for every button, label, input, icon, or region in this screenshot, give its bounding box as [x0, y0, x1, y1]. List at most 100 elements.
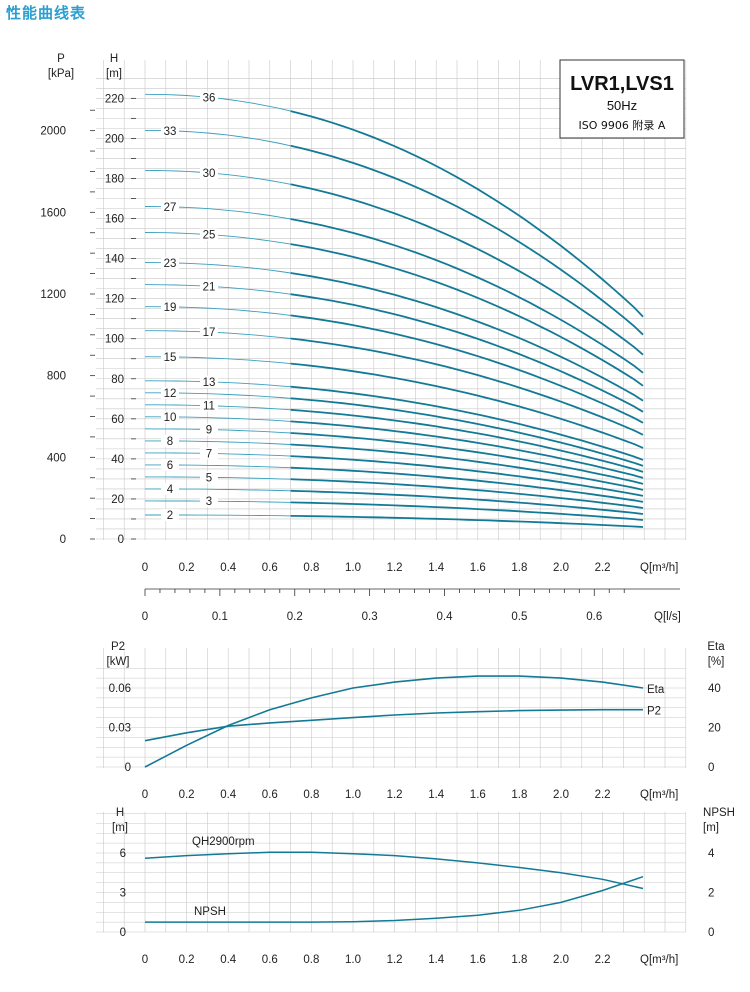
curve-qh2900rpm	[144, 851, 644, 890]
npsh-x-tick-label: 1.6	[470, 954, 486, 966]
stage-label: 6	[167, 460, 173, 472]
head-curve-21	[290, 293, 644, 413]
npsh-x-tick-label: 0	[142, 954, 148, 966]
head-x-tick-label: 2.2	[595, 562, 611, 574]
stage-label: 2	[167, 510, 173, 522]
lps-axis-label: Q[l/s]	[654, 611, 681, 623]
npsh-h-tick-label: 6	[120, 848, 126, 860]
npsh-h-axis-label: H	[116, 807, 124, 819]
power-x-tick-label: 1.2	[387, 789, 403, 801]
npsh-tick-label: 2	[708, 888, 714, 900]
stage-label-bg	[200, 447, 218, 460]
power-x-tick-label: 1.4	[428, 789, 445, 801]
stage-label: 13	[203, 377, 216, 389]
power-x-tick-label: 1.8	[511, 789, 527, 801]
power-x-tick-label: 0.2	[179, 789, 195, 801]
stage-label-bg	[200, 495, 218, 508]
npsh-x-tick-label: 1.8	[511, 954, 527, 966]
power-x-tick-label: 1.0	[345, 789, 361, 801]
info-box-frame	[559, 59, 685, 139]
pressure-tick-label: 800	[47, 371, 66, 383]
eta-axis-unit: [%]	[708, 656, 725, 668]
stage-label-bg	[161, 386, 179, 399]
head-x-tick-label: 0.2	[179, 562, 195, 574]
power-x-tick-label: 2.2	[595, 789, 611, 801]
head-y-tick-label: 60	[111, 414, 124, 426]
head-x-tick-label: 1.8	[511, 562, 527, 574]
frequency-label: 50Hz	[607, 98, 637, 113]
npsh-x-tick-label: 2.0	[553, 954, 569, 966]
stage-label-bg	[161, 350, 179, 363]
head-x-tick-label: 0.6	[262, 562, 278, 574]
stage-label-bg	[200, 91, 218, 104]
stage-label: 33	[164, 126, 177, 138]
stage-label: 30	[203, 168, 216, 180]
head-curve-5	[290, 478, 644, 509]
eta-tick-label: 20	[708, 723, 721, 735]
head-curve-11	[290, 408, 644, 473]
npsh-axis-unit: [m]	[703, 822, 719, 834]
head-y-tick-label: 20	[111, 494, 124, 506]
power-y-tick-label: 0	[125, 762, 131, 774]
head-axis-label: H	[110, 53, 118, 65]
stage-label-bg	[161, 482, 179, 495]
head-curve-25	[290, 243, 644, 387]
stage-label: 25	[203, 230, 216, 242]
npsh-tick-label: 0	[708, 927, 714, 939]
info-box: LVR1,LVS1 50Hz ISO 9906 附录 A	[559, 59, 685, 139]
npsh-h-axis-unit: [m]	[112, 822, 128, 834]
stage-label-bg	[161, 200, 179, 213]
head-y-tick-label: 180	[105, 173, 124, 185]
stage-label-bg	[200, 326, 218, 339]
power-x-tick-label: 0.4	[220, 789, 237, 801]
stage-label-bg	[200, 423, 218, 436]
stage-label-bg	[200, 399, 218, 412]
stage-label: 21	[203, 281, 216, 293]
eta-axis-label: Eta	[707, 641, 725, 653]
stage-label-bg	[161, 410, 179, 423]
head-y-tick-label: 220	[105, 93, 124, 105]
power-x-tick-label: 2.0	[553, 789, 569, 801]
eta-tick-label: 40	[708, 683, 721, 695]
eta-tick-label: 0	[708, 762, 714, 774]
head-curve-6	[290, 466, 644, 503]
stage-label: 15	[164, 352, 177, 364]
stage-label: 7	[206, 448, 212, 460]
curve-label-npsh: NPSH	[194, 906, 226, 918]
stage-label-bg	[161, 256, 179, 269]
stage-label: 4	[167, 484, 174, 496]
head-x-tick-label: 0.4	[220, 562, 237, 574]
power-y-tick-label: 0.03	[109, 723, 131, 735]
stage-label-bg	[161, 124, 179, 137]
stage-label: 9	[206, 425, 212, 437]
head-curve-4	[290, 489, 644, 515]
power-axis-unit: [kW]	[107, 656, 130, 668]
head-curve-15	[290, 362, 644, 449]
npsh-h-tick-label: 3	[120, 888, 126, 900]
head-curve-9	[290, 432, 644, 485]
stage-label: 17	[203, 327, 216, 339]
stage-label: 3	[206, 496, 212, 508]
stage-label: 36	[203, 92, 216, 104]
lps-tick-label: 0.2	[287, 611, 303, 623]
power-x-axis-label: Q[m³/h]	[640, 789, 678, 801]
npsh-chart: 0 3 6 0 2 4 H [m] NPSH [m] 0 0.2 0.4 0.6 0.8 1.0 1.2 1.4 1…	[96, 807, 735, 966]
model-label: LVR1,LVS1	[570, 73, 674, 95]
head-y-tick-label: 100	[105, 334, 124, 346]
stage-label-bg	[200, 166, 218, 179]
head-curve-33	[290, 144, 644, 336]
head-y-tick-label: 160	[105, 214, 124, 226]
head-axis-unit: [m]	[106, 68, 122, 80]
lps-tick-label: 0.6	[586, 611, 602, 623]
power-efficiency-chart: 0 0.03 0.06 0 20 40 P2 [kW] Eta [%] 0 0.2 0.4 0.6 0.8 1…	[96, 641, 725, 801]
head-curve-3	[290, 501, 644, 521]
stage-label-bg	[161, 458, 179, 471]
head-curve-10	[290, 420, 644, 479]
curve-label-qh2900rpm: QH2900rpm	[192, 836, 255, 848]
npsh-x-axis-label: Q[m³/h]	[640, 954, 678, 966]
head-y-tick-label: 40	[111, 454, 124, 466]
npsh-x-tick-label: 1.0	[345, 954, 361, 966]
head-x-tick-label: 0	[142, 562, 148, 574]
npsh-x-tick-label: 1.2	[387, 954, 403, 966]
